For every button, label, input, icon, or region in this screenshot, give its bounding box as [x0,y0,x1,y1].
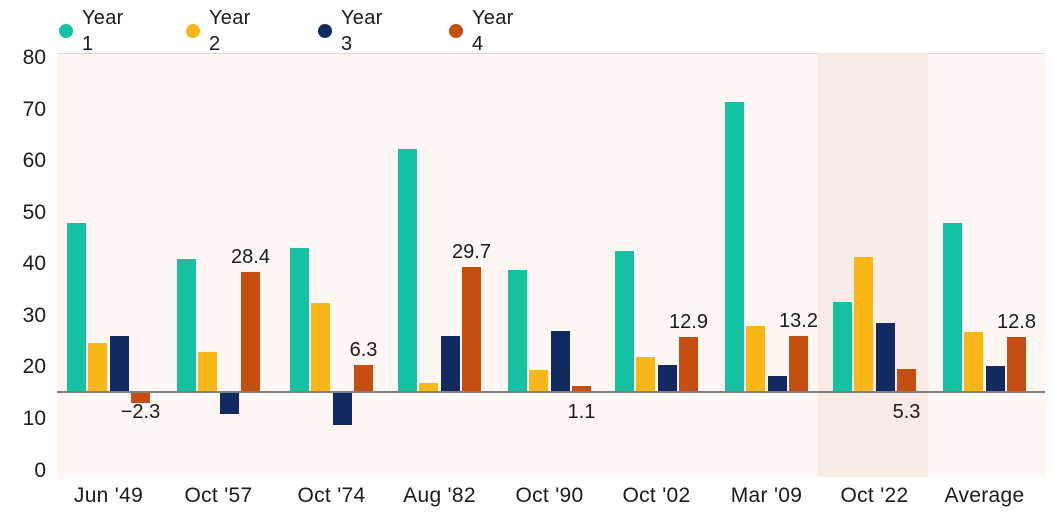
x-label-oct-02: Oct '02 [622,484,691,507]
bar-year-4-oct-90 [572,386,591,391]
bar-year-4-jun-49 [131,393,150,403]
bar-year-1-jun-49 [67,222,86,391]
bar-year-2-oct-02 [636,357,656,391]
value-label-oct-02: 12.9 [669,311,708,334]
legend-item-year-1: Year 1 [59,7,124,55]
value-label-jun-49: −2.3 [120,401,161,423]
legend-label-year-3: Year 3 [341,7,383,55]
legend-item-year-2: Year 2 [186,7,251,55]
value-label-oct-90: 1.1 [567,401,596,423]
value-label-oct-74: 6.3 [349,338,378,361]
bar-year-4-oct-22 [897,368,916,391]
x-label-mar-09: Mar '09 [730,484,803,507]
y-tick-80: 80 [22,46,46,69]
bar-year-3-mar-09 [767,375,787,391]
bar-year-4-mar-09 [789,335,808,391]
x-label-aug-82: Aug '82 [403,484,476,507]
legend-dot-year-3 [318,24,332,38]
y-tick-30: 30 [22,303,46,327]
bar-year-2-oct-90 [529,370,549,391]
bar-year-2-oct-74 [311,302,331,391]
bar-year-3-jun-49 [109,335,129,391]
bar-year-2-oct-22 [854,256,874,391]
value-label-oct-57: 28.4 [231,246,270,269]
legend-label-year-2: Year 2 [209,7,251,55]
bar-year-1-aug-82 [398,148,417,391]
x-label-oct-22: Oct '22 [840,484,909,507]
bar-year-1-mar-09 [725,102,744,391]
bar-year-1-oct-22 [833,301,852,391]
bar-year-3-aug-82 [440,335,460,391]
bar-year-2-aug-82 [419,383,439,391]
bar-year-2-average [964,332,984,391]
y-tick-40: 40 [22,252,46,276]
bar-year-3-oct-90 [550,330,570,391]
value-label-aug-82: 29.7 [452,240,491,263]
y-tick-10: 10 [22,406,46,430]
x-label-average: Average [944,484,1025,507]
value-label-oct-22: 5.3 [892,401,921,423]
y-tick-0: 0 [34,458,46,482]
bar-year-1-average [943,222,962,391]
value-label-mar-09: 13.2 [779,309,818,332]
x-label-oct-74: Oct '74 [297,484,366,507]
bar-year-3-oct-57 [219,393,239,414]
x-label-jun-49: Jun '49 [73,484,144,507]
bar-year-4-oct-57 [241,272,260,391]
legend-item-year-3: Year 3 [318,7,383,55]
bar-year-4-aug-82 [462,266,481,391]
y-tick-70: 70 [22,97,46,121]
legend-label-year-4: Year 4 [472,7,514,55]
bar-year-2-oct-57 [198,352,218,391]
legend-dot-year-4 [449,24,463,38]
x-axis-line [57,391,1045,393]
legend-dot-year-1 [59,24,73,38]
bar-year-2-jun-49 [88,342,108,391]
bar-year-2-mar-09 [746,325,766,391]
bar-year-1-oct-74 [290,248,309,391]
x-label-oct-57: Oct '57 [184,484,253,507]
bar-year-3-oct-22 [875,322,895,391]
y-tick-50: 50 [22,200,46,224]
legend-item-year-4: Year 4 [449,7,514,55]
legend-dot-year-2 [186,24,200,38]
bar-year-1-oct-57 [177,258,196,391]
legend-label-year-1: Year 1 [82,7,124,55]
value-label-average: 12.8 [997,311,1036,334]
bar-year-4-oct-74 [354,364,373,391]
bar-year-4-average [1007,337,1026,391]
y-tick-20: 20 [22,355,46,379]
bar-year-3-oct-74 [332,393,352,426]
bar-year-1-oct-02 [615,250,634,391]
bar-year-3-average [985,365,1005,391]
y-tick-60: 60 [22,149,46,173]
bar-year-3-oct-02 [657,365,677,391]
bar-year-1-oct-90 [508,269,527,391]
bar-year-4-oct-02 [679,337,698,391]
x-label-oct-90: Oct '90 [515,484,584,507]
